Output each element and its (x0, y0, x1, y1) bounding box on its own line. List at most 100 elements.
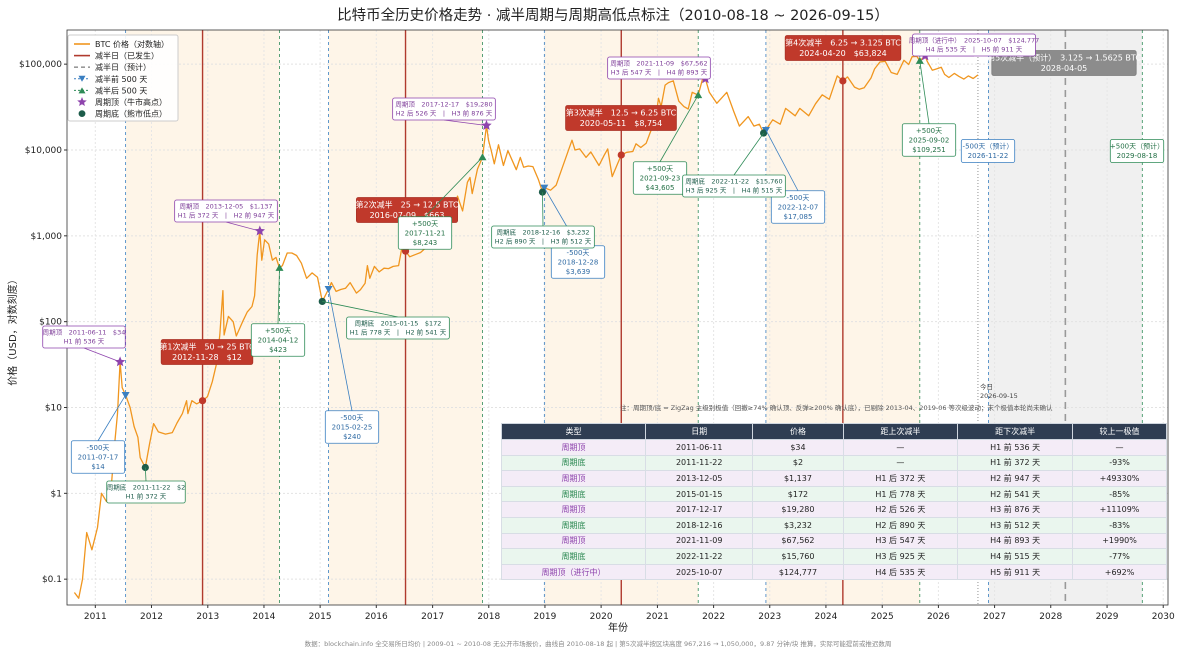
table-cell: -93% (1073, 455, 1167, 471)
table-cell: $34 (753, 440, 843, 456)
col-header: 价格 (753, 424, 843, 440)
table-cell: +692% (1073, 564, 1167, 580)
table-cell: H2 后 526 天 (843, 502, 958, 518)
table-cell: $19,280 (753, 502, 843, 518)
table-cell: H1 后 372 天 (843, 471, 958, 487)
x-tick-label: 2030 (1152, 612, 1175, 622)
today-label: 今日 (980, 382, 993, 391)
table-header-row: 类型 日期 价格 距上次减半 距下次减半 较上一极值 (502, 424, 1167, 440)
post500-label-text: 2014-04-12 (258, 336, 299, 344)
x-tick-label: 2017 (421, 612, 444, 622)
footer-note: 数据：blockchain.info 全交易所日均价 | 2009-01 ~ 2… (305, 639, 892, 648)
post500-label-text: 2021-09-23 (640, 174, 681, 182)
table-cell: $172 (753, 486, 843, 502)
table-cell: 周期顶 (502, 471, 646, 487)
post500-label-text: $109,251 (912, 146, 945, 154)
x-axis-label: 年份 (608, 621, 628, 634)
method-note: 注：周期顶/底 = ZigZag 主级别极值（回撤≥74% 确认顶、反弹≥200… (620, 403, 1053, 412)
cycle-bottom-label-text: 周期底 2018-12-16 $3,232 (496, 228, 589, 237)
table-cell: — (843, 455, 958, 471)
legend-label: 减半后 500 天 (95, 85, 147, 95)
cycle-top-label-text: 周期顶 2021-11-09 $67,562 (610, 60, 707, 68)
halving-dot (839, 77, 846, 84)
post500-label-text: $43,605 (646, 184, 675, 192)
pre500-label-text: -500天 (787, 194, 810, 202)
table-cell: 2015-01-15 (645, 486, 752, 502)
halving-label-text: 第2次减半 25 → 12.5 BTC (356, 200, 459, 210)
cycle-top-label-text: H4 后 535 天 | H5 前 911 天 (926, 45, 1023, 54)
table-cell: -77% (1073, 549, 1167, 565)
x-tick-label: 2020 (590, 612, 613, 622)
pre500-label-text: 2015-02-25 (332, 423, 373, 431)
cycle-top-label-text: 周期顶（进行中） 2025-10-07 $124,777 (909, 36, 1040, 45)
cycle-bottom-label-text: 周期底 2015-01-15 $172 (355, 319, 442, 328)
table-cell: H1 后 778 天 (843, 486, 958, 502)
legend-label: 减半日（已发生） (95, 51, 159, 61)
pre500-label-text: 2011-07-17 (78, 453, 119, 461)
chart-title: 比特币全历史价格走势 · 减半周期与周期高低点标注（2010-08-18 ~ 2… (337, 6, 889, 24)
table-cell: 周期顶（进行中） (502, 564, 646, 580)
cycle-bottom-label-text: 周期底 2011-11-22 $2 (107, 483, 186, 492)
cycle-top-label-text: 周期顶 2013-12-05 $1,137 (179, 203, 272, 211)
y-tick-label: $100,000 (19, 60, 62, 70)
annotation-arrow (542, 192, 543, 226)
cycle-top-label-text: 周期顶 2011-06-11 $34 (43, 329, 126, 337)
pre500-label-text: 2022-12-07 (778, 203, 819, 211)
table-cell: +1990% (1073, 533, 1167, 549)
table-cell: H2 后 890 天 (843, 517, 958, 533)
x-tick-label: 2012 (140, 612, 163, 622)
y-tick-label: $10 (45, 403, 62, 413)
table-cell: H2 前 947 天 (958, 471, 1073, 487)
y-tick-label: $1 (51, 489, 62, 499)
x-tick-label: 2028 (1039, 612, 1062, 622)
pre500-label-text: -500天 (87, 444, 110, 452)
legend-marker (79, 110, 86, 117)
annotation-arrow (734, 133, 764, 175)
halving-label-text: 2024-04-20 $63,824 (799, 49, 887, 58)
cycle-bottom-label-text: H3 后 925 天 | H4 前 515 天 (686, 186, 783, 195)
table-cell: 周期底 (502, 455, 646, 471)
table-cell: 周期底 (502, 549, 646, 565)
table-cell: $3,232 (753, 517, 843, 533)
post500-label-text: $8,243 (413, 239, 438, 247)
post500-label-text: +500天 (412, 220, 438, 228)
table-cell: 2022-11-22 (645, 549, 752, 565)
table-cell: -83% (1073, 517, 1167, 533)
col-header: 日期 (645, 424, 752, 440)
y-tick-label: $0.1 (42, 575, 62, 585)
table-cell: H3 前 876 天 (958, 502, 1073, 518)
x-tick-label: 2015 (309, 612, 332, 622)
x-tick-label: 2026 (927, 612, 950, 622)
post500-label-text: +500天 (265, 327, 291, 335)
pre500-label-text: $240 (343, 433, 361, 441)
table-cell: 周期顶 (502, 440, 646, 456)
cycle-top-label-text: H3 后 547 天 | H4 前 893 天 (611, 68, 708, 77)
table-cell: H2 前 541 天 (958, 486, 1073, 502)
pre500-label-text: 2026-11-22 (968, 152, 1009, 160)
legend-label: 减半日（预计） (95, 62, 151, 72)
table-cell: H3 后 925 天 (843, 549, 958, 565)
cycle-top-label-text: H1 后 372 天 | H2 前 947 天 (178, 211, 275, 220)
x-tick-label: 2021 (646, 612, 669, 622)
annotation-arrow (98, 395, 126, 441)
table-cell: 周期底 (502, 517, 646, 533)
legend-label: BTC 价格（对数轴） (95, 39, 169, 49)
cycle-bottom-label-text: 周期底 2022-11-22 $15,760 (685, 177, 782, 186)
table-cell: 周期顶 (502, 502, 646, 518)
pre500-label-text: -500天（预计） (963, 142, 1014, 151)
table-cell: +11109% (1073, 502, 1167, 518)
cycle-bottom-label-text: H1 后 778 天 | H2 前 541 天 (350, 328, 447, 337)
col-header: 距下次减半 (958, 424, 1073, 440)
x-tick-label: 2018 (477, 612, 500, 622)
halving-label-text: 第1次减半 50 → 25 BTC (159, 342, 255, 352)
x-tick-label: 2016 (365, 612, 388, 622)
halving-dot (199, 397, 206, 404)
